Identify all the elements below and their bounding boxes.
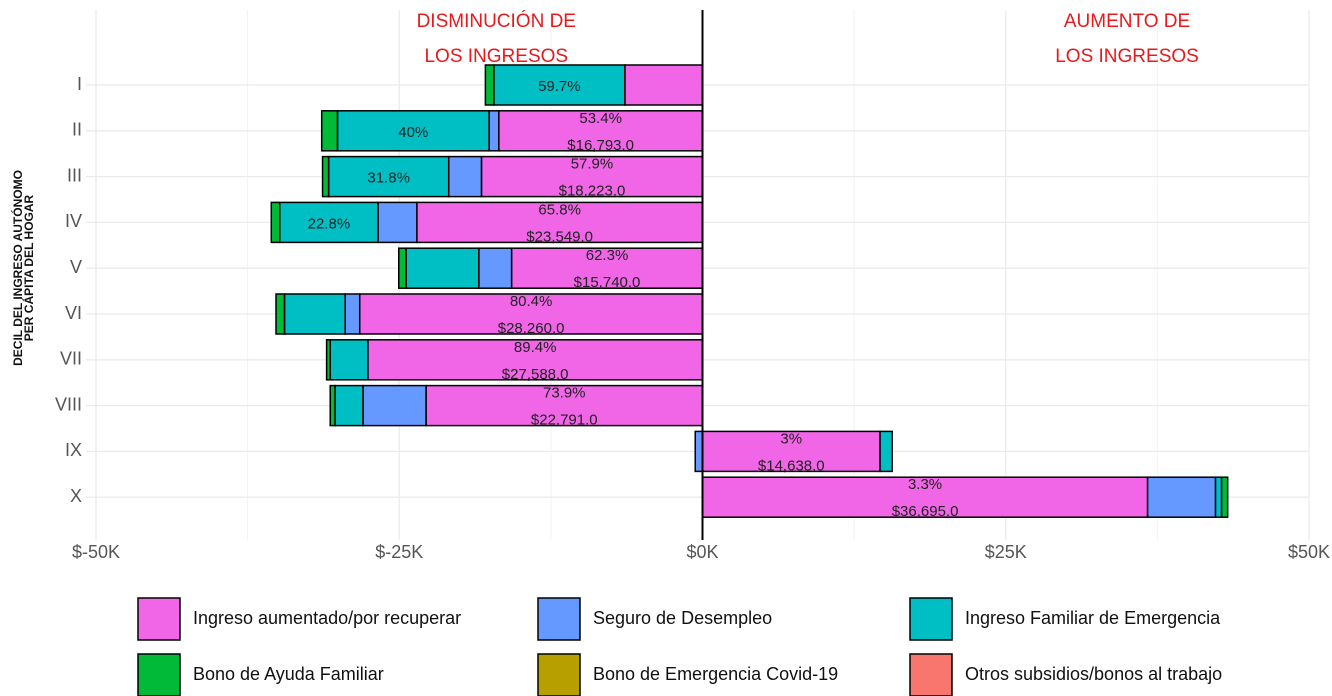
share-label: 22.8%: [308, 215, 351, 232]
share-label: 65.8%: [538, 201, 581, 218]
y-tick-label: IV: [65, 211, 82, 231]
value-label: $27,588.0: [502, 366, 569, 383]
bar-segment: [358, 293, 704, 335]
share-label: 3%: [780, 430, 802, 447]
y-axis-title: DECIL DEL INGRESO AUTÓNOMO: [10, 170, 25, 366]
bar-segment: [1220, 476, 1229, 518]
bar-segment: [425, 384, 704, 427]
bar-segment: [321, 155, 330, 198]
value-label: $15,740.0: [574, 274, 641, 291]
bar-segment: [329, 384, 336, 427]
share-label: 57.9%: [571, 156, 614, 173]
y-tick-label: IX: [65, 440, 82, 460]
value-label: $18,223.0: [559, 183, 626, 200]
bar-segment: [405, 247, 480, 289]
bar-segment: [362, 384, 427, 427]
legend-label: Ingreso Familiar de Emergencia: [965, 608, 1221, 628]
y-axis-title: PER CÁPITA DEL HOGAR: [21, 194, 36, 341]
x-tick-label: $-50K: [72, 542, 120, 562]
bar-segment: [478, 247, 513, 289]
bar-segment: [270, 201, 281, 244]
value-label: $28,260.0: [498, 320, 565, 337]
bar-segment: [447, 155, 483, 198]
share-label: 62.3%: [586, 247, 629, 264]
legend-swatch: [537, 653, 581, 696]
bar-segment: [279, 201, 379, 244]
bar-segment: [879, 430, 893, 473]
bar-segment: [624, 64, 704, 106]
bar-segment: [344, 293, 361, 335]
y-tick-label: VIII: [55, 394, 82, 414]
bar-segment: [398, 247, 407, 289]
share-label: 73.9%: [543, 385, 586, 402]
bar-segment: [283, 293, 346, 335]
legend-swatch: [909, 653, 953, 696]
bar-segment: [510, 247, 704, 289]
bar-segment: [694, 430, 704, 473]
share-label: 53.4%: [579, 110, 622, 127]
x-tick-label: $0K: [686, 542, 718, 562]
legend-swatch: [909, 597, 953, 641]
bar-segment: [480, 155, 704, 198]
share-label: 3.3%: [908, 476, 942, 493]
bar-segment: [484, 64, 495, 106]
value-label: $23,549.0: [526, 228, 593, 245]
legend-label: Otros subsidios/bonos al trabajo: [965, 664, 1222, 684]
share-label: 31.8%: [367, 170, 410, 187]
bar-segment: [493, 64, 626, 106]
annotation: AUMENTO DE: [1064, 11, 1190, 32]
value-label: $14,638.0: [758, 457, 825, 474]
bar-segment: [327, 155, 450, 198]
y-tick-label: VI: [65, 303, 82, 323]
bar-segment: [325, 339, 332, 381]
annotation: LOS INGRESOS: [424, 46, 568, 67]
legend-label: Bono de Ayuda Familiar: [193, 664, 384, 684]
share-label: 59.7%: [538, 78, 581, 95]
value-label: $36,695.0: [892, 503, 959, 520]
y-tick-label: V: [70, 257, 82, 277]
share-label: 40%: [398, 124, 428, 141]
bar-segment: [377, 201, 418, 244]
legend-swatch: [137, 597, 181, 641]
annotation: DISMINUCIÓN DE: [417, 10, 576, 32]
bar-segment: [1214, 476, 1223, 518]
y-tick-label: X: [70, 486, 82, 506]
y-tick-label: III: [67, 165, 82, 185]
y-tick-label: VII: [60, 349, 82, 369]
bar-segment: [329, 339, 369, 381]
y-tick-label: I: [77, 74, 82, 94]
bar-segment: [320, 110, 339, 152]
bar-segment: [275, 293, 286, 335]
bar-segment: [334, 384, 364, 427]
x-tick-label: $-25K: [375, 542, 423, 562]
bar-segment: [1146, 476, 1217, 518]
bar-segment: [488, 110, 500, 152]
bar-segment: [416, 201, 704, 244]
legend-label: Bono de Emergencia Covid-19: [593, 664, 838, 684]
bar-segment: [336, 110, 490, 152]
value-label: $22,791.0: [531, 412, 598, 429]
annotation: LOS INGRESOS: [1055, 46, 1199, 67]
legend-swatch: [137, 653, 181, 696]
legend-swatch: [537, 597, 581, 641]
legend-label: Ingreso aumentado/por recuperar: [193, 608, 461, 628]
share-label: 80.4%: [510, 293, 553, 310]
bar-segment: [498, 110, 704, 152]
bar-segment: [367, 339, 704, 381]
value-label: $16,793.0: [567, 137, 634, 154]
share-label: 89.4%: [514, 339, 557, 356]
x-tick-label: $50K: [1288, 542, 1330, 562]
legend-label: Seguro de Desempleo: [593, 608, 772, 628]
x-tick-label: $25K: [985, 542, 1027, 562]
y-tick-label: II: [72, 120, 82, 140]
